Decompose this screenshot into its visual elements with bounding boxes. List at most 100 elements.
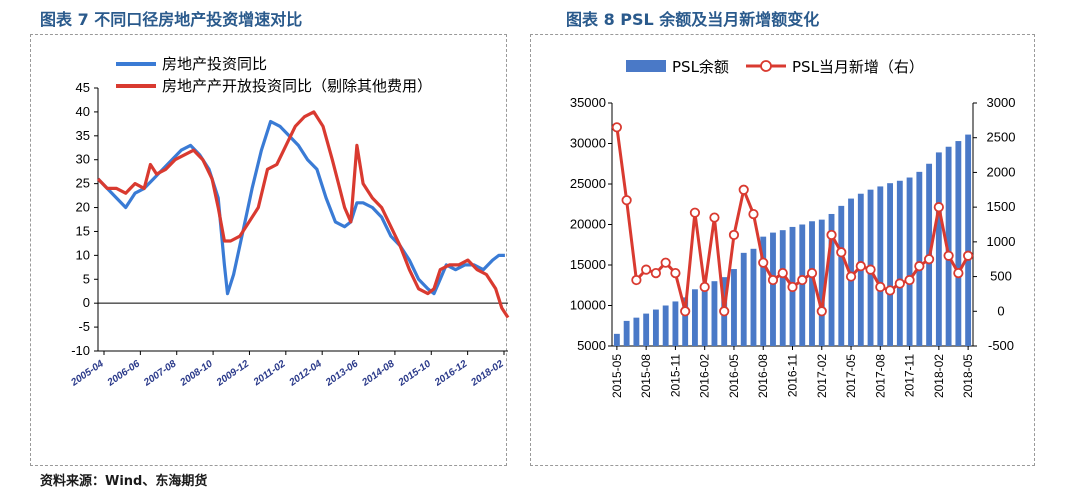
right-line-point [904, 274, 915, 286]
left-panel-frame [30, 34, 507, 466]
right-x-tick-label: 2015-08 [639, 354, 653, 398]
right-line-point [777, 267, 788, 279]
left-y-tick-label: 0 [83, 295, 90, 310]
right-bar [799, 224, 806, 346]
right-bar [740, 252, 747, 346]
right-line-point [641, 264, 652, 275]
left-y-tick-label: -5 [78, 319, 90, 334]
right-bar [760, 236, 767, 346]
left-legend-label-2: 房地产产开放投资同比（剔除其他费用） [162, 77, 432, 95]
left-y-tick-label: 25 [76, 176, 90, 191]
right-right-y-tick-label: 0 [997, 303, 1004, 318]
right-line-point [933, 202, 944, 213]
right-bar [662, 305, 669, 346]
right-line-point [884, 285, 896, 296]
right-chart-title: 图表 8 PSL 余额及当月新增额变化 [566, 10, 820, 29]
right-bar [877, 186, 884, 346]
right-bar [965, 134, 972, 346]
right-x-tick-label: 2015-11 [668, 354, 682, 397]
right-x-tick-label: 2016-02 [698, 354, 712, 398]
right-legend-bar-swatch [626, 60, 666, 72]
right-line-point [816, 306, 827, 317]
left-x-tick-label: 2006-06 [105, 358, 143, 389]
right-line-point [680, 306, 691, 317]
left-x-tick-label: 2016-12 [432, 358, 470, 389]
right-line-point [943, 250, 954, 261]
right-right-y-tick-label: 2500 [987, 130, 1016, 145]
right-bar [652, 309, 659, 346]
right-bar [692, 289, 698, 346]
right-line-point [923, 254, 935, 265]
right-x-tick-label: 2017-11 [903, 354, 917, 397]
right-right-y-tick-label: 1500 [987, 199, 1016, 214]
left-x-tick-label: 2011-02 [251, 358, 288, 388]
right-bar [613, 333, 620, 346]
right-line-point [631, 274, 642, 286]
right-bar [818, 219, 825, 346]
right-left-y-tick-label: 5000 [577, 338, 606, 353]
left-x-tick-label: 2014-08 [359, 358, 397, 389]
right-line-point [650, 267, 662, 279]
right-line-point [914, 261, 925, 272]
left-y-tick-label: -10 [71, 343, 90, 358]
right-left-y-tick-label: 25000 [570, 176, 606, 191]
right-line-point [875, 281, 886, 293]
right-bar [945, 146, 952, 346]
right-x-tick-label: 2017-05 [844, 354, 858, 398]
right-line-point [797, 274, 808, 286]
left-y-tick-label: 5 [83, 271, 90, 286]
right-x-tick-label: 2015-05 [610, 354, 624, 398]
right-line-point [689, 207, 701, 218]
source-note: 资料来源：Wind、东海期货 [40, 474, 208, 489]
right-right-y-tick-label: -500 [988, 338, 1014, 353]
right-left-y-tick-label: 30000 [570, 136, 606, 151]
left-x-tick-label: 2007-08 [141, 358, 179, 389]
right-line-point [894, 278, 905, 289]
right-bar [955, 141, 962, 346]
left-x-tick-label: 2008-10 [178, 358, 216, 389]
left-chart-title: 图表 7 不同口径房地产投资增速对比 [40, 10, 303, 29]
right-left-y-tick-label: 35000 [570, 95, 606, 110]
right-x-tick-label: 2018-02 [932, 354, 946, 398]
right-line-point [836, 247, 847, 258]
right-line-point [787, 281, 798, 293]
right-right-y-tick-label: 3000 [987, 95, 1016, 110]
left-series-line-2 [96, 110, 510, 319]
right-legend-line-marker [760, 60, 772, 72]
right-bar [682, 297, 689, 346]
right-bar [643, 313, 650, 346]
right-bar [809, 221, 815, 346]
right-line-point [621, 195, 632, 206]
left-legend-label-1: 房地产投资同比 [162, 55, 267, 73]
right-line-point [660, 257, 671, 268]
right-bar [623, 320, 630, 346]
right-left-y-tick-label: 10000 [570, 298, 606, 313]
right-line-point [728, 229, 740, 241]
right-panel-frame [530, 34, 1035, 466]
left-x-tick-label: 2013-06 [323, 358, 361, 389]
right-bar [711, 281, 718, 346]
left-x-tick-label: 2005-04 [69, 358, 107, 389]
right-line-point [855, 261, 866, 272]
right-x-tick-label: 2017-02 [815, 354, 829, 398]
right-bar [935, 152, 942, 346]
right-left-y-tick-label: 20000 [570, 217, 606, 232]
right-right-y-tick-label: 2000 [987, 164, 1016, 179]
right-right-y-tick-label: 1000 [987, 234, 1016, 249]
right-line-point [719, 306, 730, 317]
right-x-tick-label: 2016-05 [727, 354, 741, 398]
left-y-tick-label: 20 [76, 200, 90, 215]
right-bar [750, 248, 757, 346]
right-line-point [826, 229, 837, 241]
right-line-point [611, 122, 622, 133]
right-line-point [845, 271, 857, 282]
left-y-tick-label: 10 [76, 247, 90, 262]
right-line-point [670, 267, 681, 279]
left-y-tick-label: 40 [76, 104, 90, 119]
right-x-tick-label: 2018-05 [961, 354, 975, 398]
right-left-y-tick-label: 15000 [570, 257, 606, 272]
right-bar [701, 286, 708, 346]
right-x-tick-label: 2016-08 [756, 354, 770, 398]
right-line-point [767, 274, 779, 286]
